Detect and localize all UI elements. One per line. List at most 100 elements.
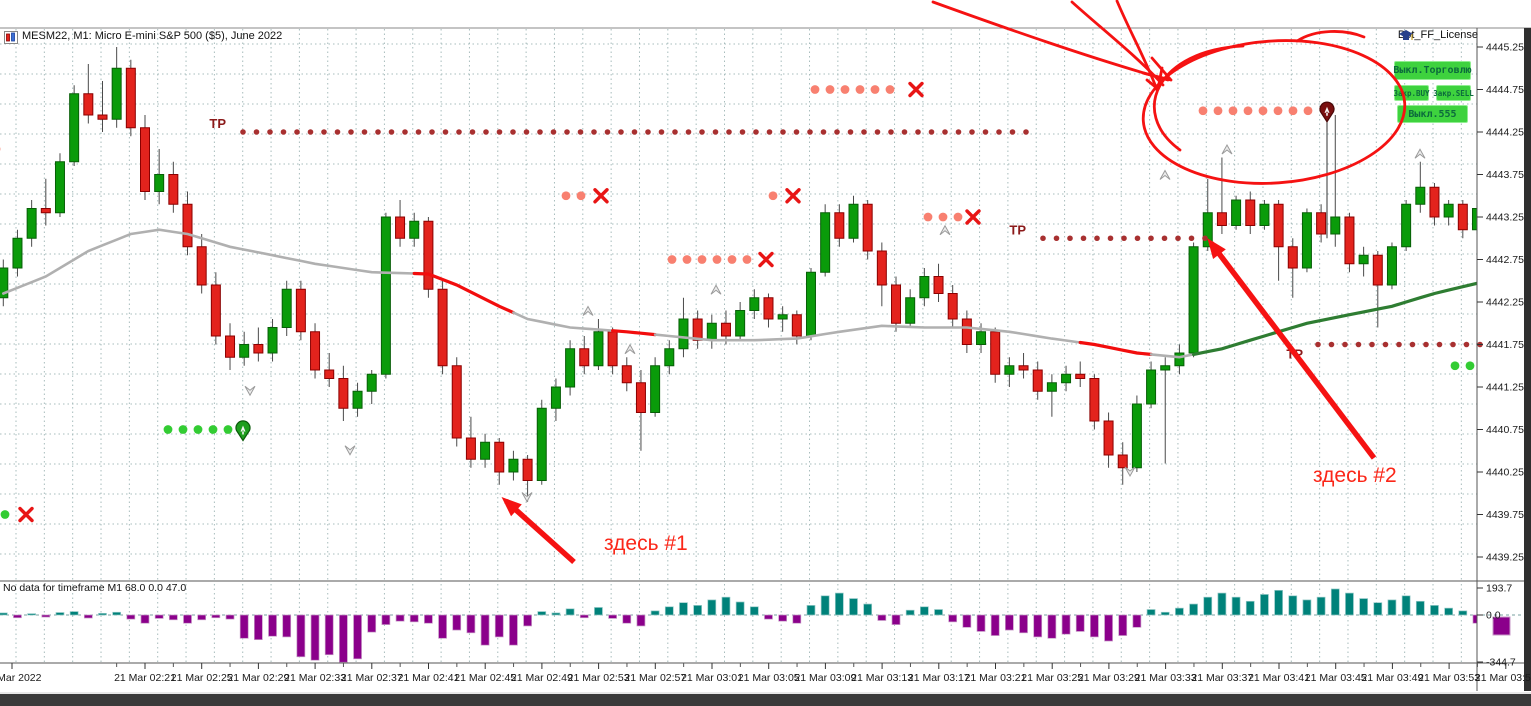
histogram-bar bbox=[1047, 614, 1057, 639]
tp-dot bbox=[591, 129, 597, 135]
histogram-bar bbox=[778, 614, 788, 622]
histogram-bar bbox=[565, 608, 575, 616]
time-tick-label: 21 Mar 03:41 bbox=[1248, 672, 1310, 684]
candle-body bbox=[1457, 203, 1468, 231]
candle-body bbox=[919, 276, 930, 299]
toggle-555-button[interactable]: Выкл.555 bbox=[1397, 105, 1468, 123]
histogram-bar bbox=[353, 614, 362, 660]
histogram-bar bbox=[1458, 610, 1468, 616]
price-tick-label: 4445.25 bbox=[1486, 42, 1524, 54]
salmon-signal-dot bbox=[810, 85, 820, 94]
toggle-trading-button[interactable]: Выкл.Торговлю bbox=[1393, 61, 1472, 80]
tp-dot bbox=[1107, 235, 1114, 242]
candle-body bbox=[1330, 216, 1341, 235]
tp-dot bbox=[739, 129, 746, 135]
tp-dot bbox=[442, 129, 449, 135]
histogram-bar bbox=[679, 602, 688, 616]
license-label: Bot_FF_License bbox=[1397, 29, 1478, 41]
candle-body bbox=[862, 203, 873, 252]
tp-dot bbox=[1121, 235, 1127, 242]
green-signal-dot bbox=[163, 425, 173, 434]
candle-body bbox=[451, 365, 462, 439]
time-tick-label: 21 Mar 02:45 bbox=[454, 672, 516, 684]
candle-body bbox=[678, 318, 689, 350]
tp-dot bbox=[618, 129, 624, 135]
salmon-signal-dot bbox=[727, 255, 737, 264]
time-tick-label: 21 Mar 03:17 bbox=[908, 672, 970, 684]
candle-body bbox=[565, 348, 576, 388]
green-signal-dot bbox=[1450, 361, 1460, 371]
histogram-bar bbox=[1061, 614, 1071, 635]
close-buy-button[interactable]: Закр.BUY bbox=[1393, 85, 1430, 101]
tp-dot bbox=[1315, 341, 1321, 348]
tp-dot bbox=[402, 129, 408, 135]
salmon-signal-dot bbox=[768, 191, 778, 201]
graduation-cap-icon bbox=[1398, 30, 1413, 40]
candle-body bbox=[295, 288, 306, 333]
tp-dot bbox=[1463, 341, 1470, 348]
histogram-bar bbox=[622, 614, 632, 624]
histogram-bar bbox=[211, 614, 221, 619]
histogram-bar bbox=[55, 612, 65, 616]
histogram-bar bbox=[1373, 602, 1383, 616]
price-tick-label: 4444.75 bbox=[1486, 84, 1524, 96]
candle-body bbox=[961, 318, 972, 345]
tp-dot bbox=[928, 129, 935, 135]
tp-dot bbox=[982, 129, 989, 135]
close-sell-button[interactable]: Закр.SELL bbox=[1433, 85, 1474, 101]
candle-body bbox=[848, 203, 859, 239]
candle-body bbox=[1174, 352, 1185, 367]
histogram-bar bbox=[1444, 607, 1453, 616]
tp-dot bbox=[834, 129, 840, 135]
tp-dot bbox=[361, 129, 368, 135]
candle-body bbox=[1344, 216, 1355, 265]
histogram-bar bbox=[239, 614, 249, 639]
ma-segment bbox=[653, 324, 1082, 344]
histogram-bar bbox=[1146, 609, 1156, 616]
salmon-signal-dot bbox=[1273, 106, 1283, 116]
time-tick-label: 21 Mar 03:45 bbox=[1305, 672, 1367, 684]
salmon-signal-dot bbox=[1228, 106, 1238, 116]
histogram-bar bbox=[664, 606, 674, 616]
ma-segment bbox=[1149, 353, 1195, 359]
pin-marker-icon bbox=[235, 420, 251, 442]
candle-body bbox=[465, 437, 476, 460]
histogram-bar bbox=[154, 614, 164, 619]
candle-body bbox=[1273, 203, 1284, 248]
x-marker-icon bbox=[965, 209, 981, 225]
price-tick-label: 4443.75 bbox=[1486, 169, 1524, 181]
histogram-bar bbox=[650, 610, 660, 616]
ma-segment bbox=[512, 311, 614, 332]
tp-dot bbox=[645, 129, 651, 135]
candle-body bbox=[735, 310, 746, 337]
salmon-signal-dot bbox=[953, 212, 963, 222]
salmon-signal-dot bbox=[825, 85, 835, 94]
salmon-signal-dot bbox=[855, 85, 865, 94]
tp-dot bbox=[1436, 341, 1443, 348]
tp-label: TP bbox=[209, 116, 226, 131]
chart-title: MESM22, M1: Micro E-mini S&P 500 ($5), J… bbox=[22, 30, 283, 42]
tp-dot bbox=[1369, 341, 1375, 348]
candle-body bbox=[395, 216, 406, 239]
histogram-bar bbox=[1387, 599, 1397, 616]
candle-body bbox=[168, 174, 179, 205]
candle-body bbox=[1046, 382, 1057, 392]
candle-body bbox=[1358, 254, 1369, 265]
candle-body bbox=[763, 297, 774, 320]
price-tick-label: 4439.75 bbox=[1486, 509, 1524, 521]
histogram-bar bbox=[324, 614, 334, 656]
histogram-bar bbox=[1245, 600, 1255, 616]
candle-body bbox=[664, 348, 675, 367]
candle-body bbox=[1131, 403, 1142, 469]
histogram-bar bbox=[863, 603, 873, 616]
time-tick-label: 21 Mar 03:05 bbox=[738, 672, 800, 684]
tp-dot bbox=[699, 129, 705, 135]
salmon-signal-dot bbox=[1243, 106, 1253, 116]
tp-dot bbox=[564, 129, 570, 135]
candle-body bbox=[1032, 369, 1043, 392]
tp-dot bbox=[415, 129, 422, 135]
candle-body bbox=[1231, 199, 1242, 226]
salmon-signal-dot bbox=[1303, 106, 1313, 116]
